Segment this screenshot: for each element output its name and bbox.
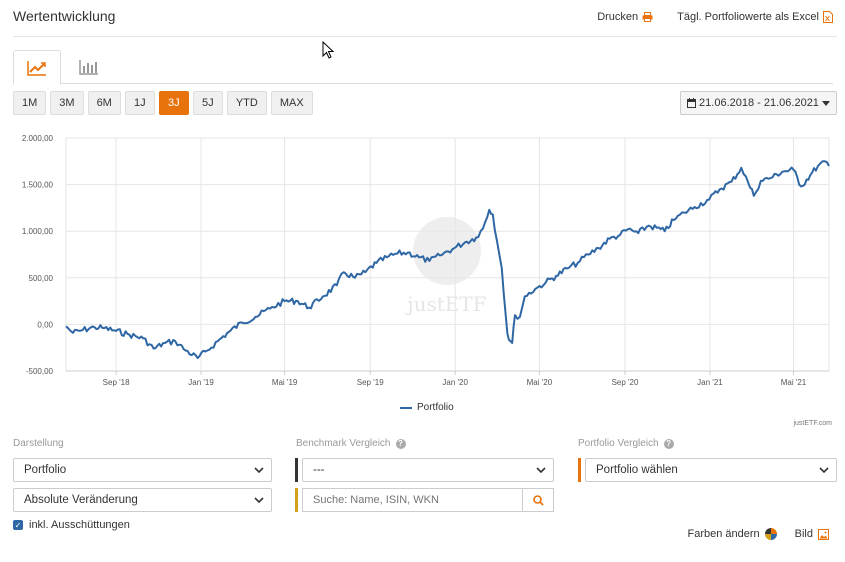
chevron-down-icon	[819, 467, 829, 474]
portfolio-compare-select[interactable]: Portfolio wählen	[585, 458, 837, 482]
excel-export-label: Tägl. Portfoliowerte als Excel	[677, 11, 819, 23]
chart-legend[interactable]: Portfolio	[400, 402, 454, 413]
distributions-checkbox[interactable]: ✓	[13, 520, 23, 530]
y-tick-label: 1.500,00	[22, 181, 54, 190]
help-icon[interactable]: ?	[663, 438, 674, 449]
chart-credit[interactable]: justETF.com	[793, 420, 832, 427]
display-select-value: Portfolio	[24, 464, 67, 476]
image-export-label: Bild	[794, 528, 813, 540]
print-button[interactable]: Drucken	[597, 11, 653, 23]
x-tick-label: Sep '18	[103, 378, 130, 387]
chart-view-tabs	[13, 50, 833, 85]
calendar-icon	[687, 98, 697, 108]
x-tick-label: Sep '20	[612, 378, 639, 387]
display-select[interactable]: Portfolio	[13, 458, 272, 482]
range-button-1j[interactable]: 1J	[124, 91, 155, 115]
image-export-button[interactable]: Bild	[795, 528, 829, 540]
portfolio-color-bar	[578, 458, 581, 482]
x-tick-label: Sep '19	[357, 378, 384, 387]
x-tick-label: Mai '20	[527, 378, 553, 387]
header-divider	[13, 36, 837, 37]
x-tick-label: Mai '21	[781, 378, 807, 387]
y-tick-label: -500,00	[26, 367, 54, 376]
bottom-actions: Farben ändern Bild	[687, 528, 829, 540]
distributions-label: inkl. Ausschüttungen	[29, 519, 130, 531]
range-button-3m[interactable]: 3M	[50, 91, 84, 115]
range-button-max[interactable]: MAX	[270, 91, 313, 115]
benchmark-color-bar	[295, 458, 298, 482]
legend-swatch	[400, 406, 412, 409]
change-type-select-value: Absolute Veränderung	[24, 494, 138, 506]
display-label: Darstellung	[13, 438, 64, 449]
search-color-bar	[295, 488, 298, 512]
portfolio-compare-select-value: Portfolio wählen	[596, 464, 678, 476]
range-button-6m[interactable]: 6M	[87, 91, 121, 115]
display-label-text: Darstellung	[13, 438, 64, 449]
change-colors-label: Farben ändern	[687, 528, 760, 540]
y-tick-label: 0,00	[37, 320, 53, 329]
tab-bar-chart[interactable]	[65, 50, 113, 84]
page-title: Wertentwicklung	[13, 8, 116, 24]
watermark-text: justETF	[405, 292, 486, 316]
benchmark-search-input[interactable]	[302, 488, 522, 512]
change-type-select[interactable]: Absolute Veränderung	[13, 488, 272, 512]
date-range-picker[interactable]: 21.06.2018 - 21.06.2021	[680, 91, 837, 115]
y-tick-label: 2.000,00	[22, 134, 54, 143]
change-colors-button[interactable]: Farben ändern	[687, 528, 777, 540]
x-tick-label: Jan '19	[188, 378, 214, 387]
search-button[interactable]	[522, 488, 554, 512]
x-tick-label: Jan '21	[697, 378, 723, 387]
range-button-3j[interactable]: 3J	[158, 91, 189, 115]
benchmark-label: Benchmark Vergleich ?	[296, 438, 406, 449]
color-wheel-icon	[764, 528, 777, 540]
x-tick-label: Mai '19	[272, 378, 298, 387]
line-chart-icon	[27, 60, 46, 76]
help-icon[interactable]: ?	[395, 438, 406, 449]
excel-file-icon	[823, 11, 833, 23]
legend-label: Portfolio	[417, 402, 454, 413]
benchmark-label-text: Benchmark Vergleich	[296, 438, 391, 449]
distributions-toggle: ✓ inkl. Ausschüttungen	[13, 519, 130, 531]
benchmark-select[interactable]: ---	[302, 458, 554, 482]
range-button-5j[interactable]: 5J	[192, 91, 223, 115]
time-range-selector: 1M 3M 6M 1J 3J 5J YTD MAX	[13, 91, 313, 115]
printer-icon	[642, 12, 653, 22]
tab-line-chart[interactable]	[13, 50, 61, 85]
caret-down-icon	[821, 100, 830, 106]
chevron-down-icon	[254, 497, 264, 504]
image-icon	[818, 528, 829, 540]
series-line-portfolio	[65, 160, 830, 359]
portfolio-compare-label-text: Portfolio Vergleich	[578, 438, 659, 449]
bar-chart-icon	[79, 60, 98, 75]
search-icon	[532, 494, 544, 506]
top-actions: Drucken Tägl. Portfoliowerte als Excel	[597, 11, 833, 23]
range-button-ytd[interactable]: YTD	[226, 91, 267, 115]
y-tick-label: 500,00	[29, 274, 54, 283]
benchmark-select-value: ---	[313, 464, 325, 476]
y-tick-label: 1.000,00	[22, 227, 54, 236]
print-label: Drucken	[597, 11, 639, 23]
chevron-down-icon	[254, 467, 264, 474]
excel-export-button[interactable]: Tägl. Portfoliowerte als Excel	[677, 11, 833, 23]
mouse-cursor-icon	[322, 41, 334, 59]
performance-chart: justETF 2.000,00 1.500,00 1.000,00 500,00 0,0…	[22, 134, 830, 387]
range-button-1m[interactable]: 1M	[13, 91, 47, 115]
chevron-down-icon	[536, 467, 546, 474]
date-range-text: 21.06.2018 - 21.06.2021	[699, 97, 819, 109]
portfolio-compare-label: Portfolio Vergleich ?	[578, 438, 674, 449]
x-tick-label: Jan '20	[442, 378, 468, 387]
